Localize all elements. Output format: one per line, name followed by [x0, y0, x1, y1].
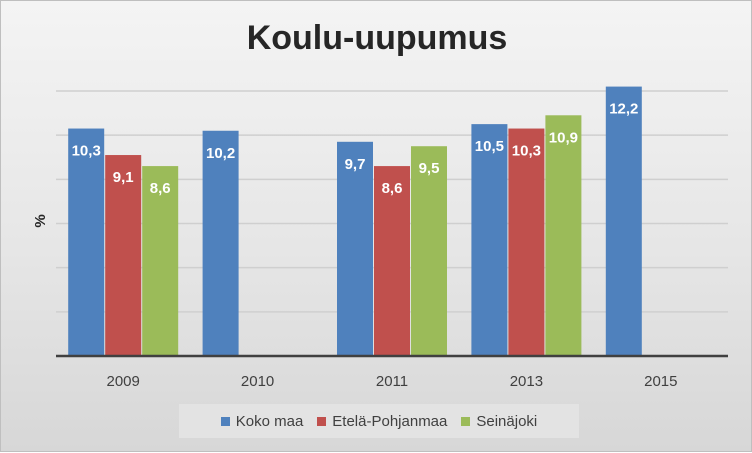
data-label: 9,7 [345, 156, 366, 173]
legend-label-etela-pohjanmaa: Etelä-Pohjanmaa [332, 412, 448, 430]
data-label: 10,2 [206, 145, 235, 162]
x-tick-label: 2011 [376, 373, 408, 390]
x-tick-label: 2015 [644, 373, 677, 390]
bar [471, 124, 508, 356]
legend-item-koko-maa: Koko maa [220, 412, 304, 430]
legend-swatch-koko-maa [220, 416, 230, 426]
bar [545, 115, 582, 357]
data-label: 9,1 [113, 169, 134, 186]
legend: Koko maa Etelä-Pohjanmaa Seinäjoki [179, 404, 579, 438]
x-tick-label: 2013 [510, 373, 543, 390]
legend-item-etela-pohjanmaa: Etelä-Pohjanmaa [317, 413, 447, 430]
data-label: 8,6 [382, 180, 403, 197]
data-label: 10,5 [475, 138, 504, 155]
legend-swatch-seinajoki [461, 416, 471, 426]
bar [68, 128, 105, 356]
legend-label-koko-maa: Koko maa [235, 412, 304, 430]
data-label: 12,2 [609, 101, 638, 118]
legend-swatch-etela-pohjanmaa [317, 416, 327, 426]
data-label: 8,6 [150, 180, 171, 197]
bar [202, 130, 239, 356]
chart-title: Koulu-uupumus [246, 19, 508, 57]
data-label: 10,3 [72, 143, 101, 160]
bar [337, 141, 373, 356]
x-tick-label: 2009 [107, 373, 140, 390]
data-label: 10,3 [512, 143, 541, 160]
data-label: 10,9 [549, 129, 578, 146]
bar [411, 146, 447, 356]
bar [105, 155, 142, 356]
legend-label-seinajoki: Seinäjoki [476, 412, 538, 430]
bar [142, 166, 179, 356]
data-label: 9,5 [419, 160, 440, 177]
bar [508, 128, 545, 356]
legend-item-seinajoki: Seinäjoki [461, 413, 537, 430]
bar [374, 166, 410, 356]
x-tick-label: 2010 [241, 373, 274, 390]
bar [605, 86, 642, 356]
